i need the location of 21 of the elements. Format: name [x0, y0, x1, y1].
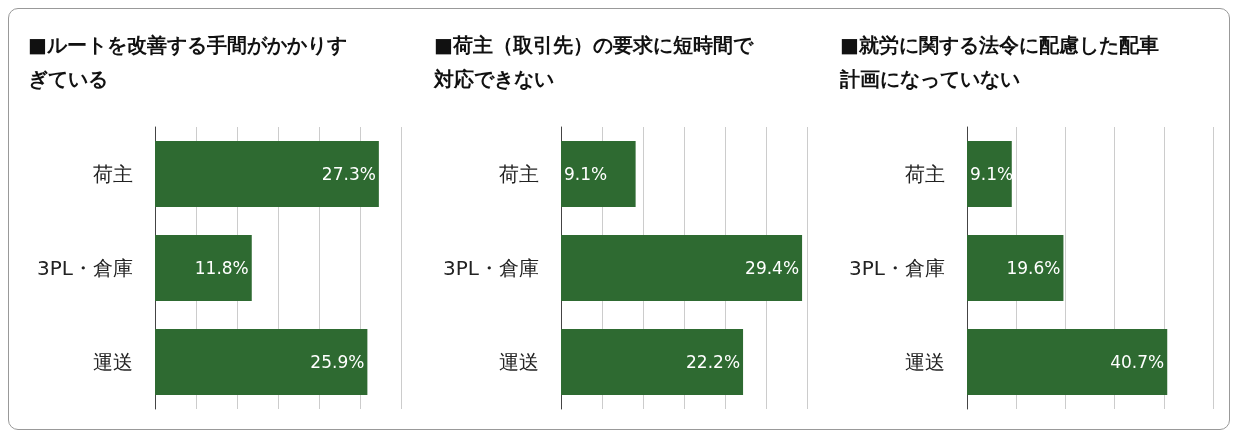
chart-title: ■荷主（取引先）の要求に短時間で対応できない: [433, 33, 754, 91]
chart-title: ■就労に関する法令に配慮した配車計画になっていない: [839, 33, 1159, 91]
y-tick-label: 運送: [93, 350, 133, 374]
data-label: 22.2%: [686, 352, 741, 372]
y-tick-label: 荷主: [93, 162, 133, 186]
y-tick-label: 荷主: [499, 162, 539, 186]
data-label: 40.7%: [1110, 352, 1165, 372]
y-tick-label: 3PL・倉庫: [37, 256, 133, 280]
data-label: 9.1%: [970, 164, 1014, 184]
y-tick-label: 運送: [499, 350, 539, 374]
y-tick-label: 3PL・倉庫: [443, 256, 539, 280]
y-tick-label: 3PL・倉庫: [849, 256, 945, 280]
data-label: 9.1%: [564, 164, 608, 184]
y-tick-label: 運送: [905, 350, 945, 374]
data-label: 27.3%: [321, 164, 376, 184]
data-label: 29.4%: [745, 258, 800, 278]
data-label: 11.8%: [194, 258, 249, 278]
data-label: 19.6%: [1006, 258, 1061, 278]
chart-title: ■ルートを改善する手間がかかりすぎている: [28, 33, 347, 91]
y-tick-label: 荷主: [905, 162, 945, 186]
data-label: 25.9%: [310, 352, 365, 372]
